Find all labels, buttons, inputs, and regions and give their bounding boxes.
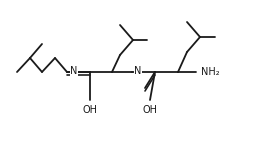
Text: OH: OH — [82, 105, 98, 115]
Text: NH₂: NH₂ — [201, 67, 220, 77]
Text: OH: OH — [143, 105, 157, 115]
Text: N: N — [134, 66, 141, 76]
Text: N: N — [70, 66, 77, 76]
